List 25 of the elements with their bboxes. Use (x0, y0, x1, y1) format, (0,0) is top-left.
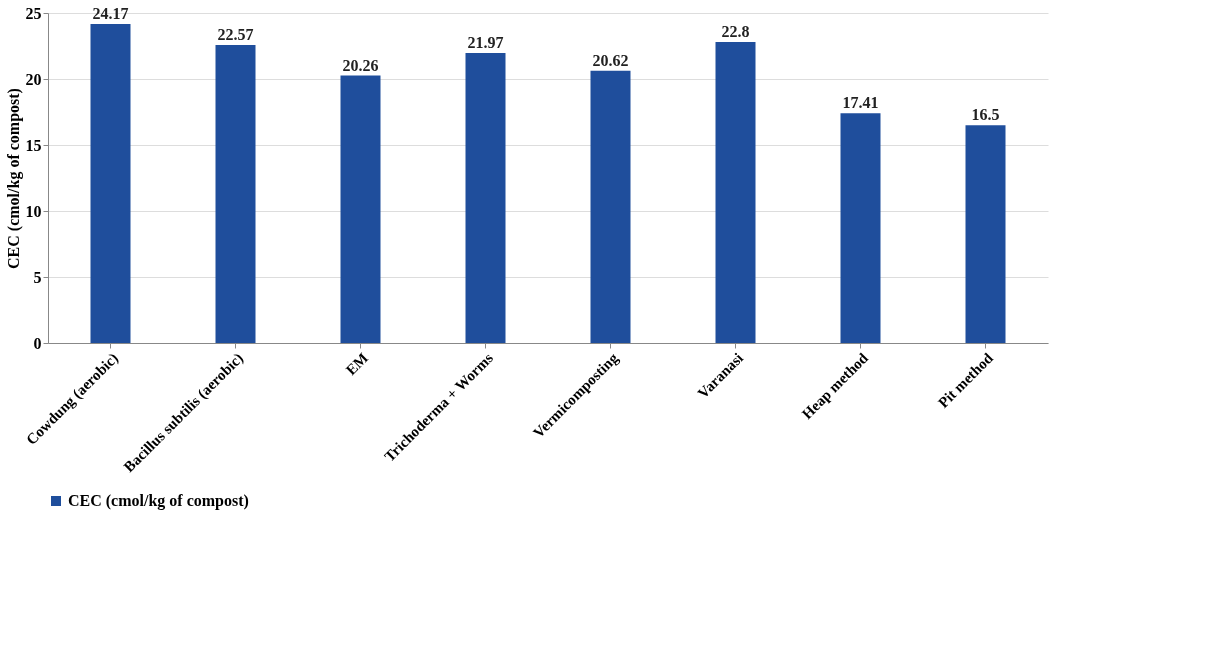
bar (465, 53, 506, 343)
bar (840, 113, 881, 343)
bar (215, 45, 256, 343)
data-label: 17.41 (842, 94, 879, 112)
bar (340, 75, 381, 343)
bar (590, 70, 631, 343)
bar (965, 125, 1006, 343)
data-label: 20.62 (592, 51, 629, 69)
y-tick-label: 15 (25, 136, 42, 154)
data-label: 16.5 (971, 106, 1000, 124)
y-tick-label: 5 (33, 268, 42, 286)
x-tick-label: EM (342, 349, 372, 379)
data-label: 21.97 (467, 34, 504, 51)
y-axis-title: CEC (cmol/kg of compost) (4, 88, 23, 269)
data-label: 22.57 (217, 26, 254, 44)
data-label: 24.17 (92, 4, 129, 22)
data-label: 20.26 (342, 56, 379, 74)
legend-label: CEC (cmol/kg of compost) (68, 492, 249, 510)
bar (715, 42, 756, 343)
y-tick-label: 10 (25, 202, 42, 220)
y-tick-label: 20 (25, 70, 42, 88)
bar (90, 23, 131, 343)
y-tick-label: 0 (33, 334, 42, 352)
data-label: 22.8 (721, 23, 750, 41)
y-tick-label: 25 (25, 4, 42, 22)
